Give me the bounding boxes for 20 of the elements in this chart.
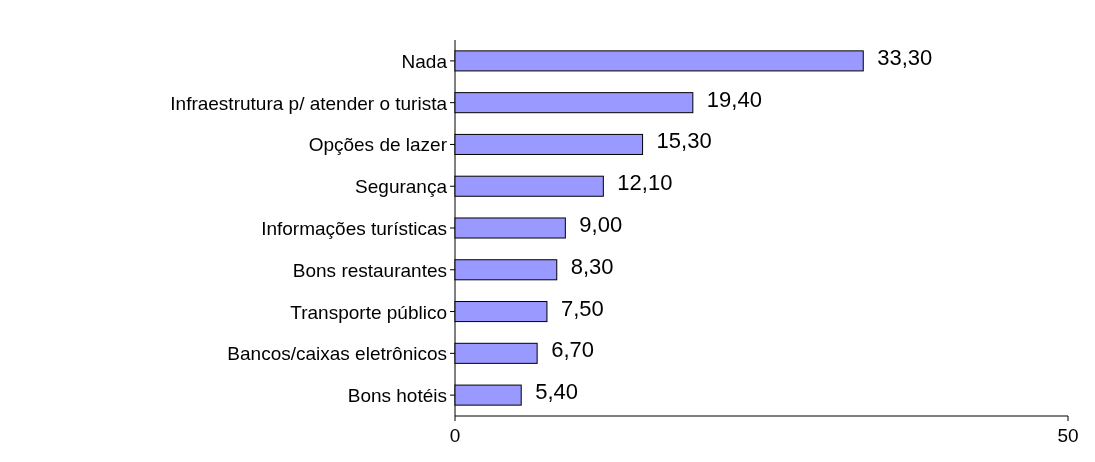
data-label: 9,00 bbox=[579, 212, 623, 237]
y-tick-label: Bons hotéis bbox=[347, 385, 447, 407]
y-tick-label: Informações turísticas bbox=[261, 218, 447, 239]
data-label: 12,10 bbox=[617, 170, 673, 196]
y-tick-label: Transporte público bbox=[290, 301, 447, 323]
y-tick-label: Segurança bbox=[355, 176, 448, 198]
data-label: 33,30 bbox=[877, 44, 933, 70]
data-label: 7,50 bbox=[560, 295, 604, 321]
y-tick-label: Infraestrutura p/ atender o turista bbox=[170, 92, 448, 114]
y-tick-label: Opções de lazer bbox=[308, 134, 448, 156]
data-label: 15,30 bbox=[656, 128, 712, 154]
y-tick-label: Bancos/caixas eletrônicos bbox=[227, 343, 447, 365]
data-label: 6,70 bbox=[551, 337, 594, 363]
x-tick-label: 0 bbox=[449, 425, 461, 446]
y-tick-label: Bons restaurantes bbox=[292, 259, 447, 281]
data-label: 19,40 bbox=[706, 86, 762, 112]
x-tick-label: 50 bbox=[1057, 425, 1079, 446]
data-label: 5,40 bbox=[535, 379, 579, 405]
y-tick-label: Nada bbox=[401, 50, 448, 72]
data-label: 8,30 bbox=[570, 253, 614, 279]
